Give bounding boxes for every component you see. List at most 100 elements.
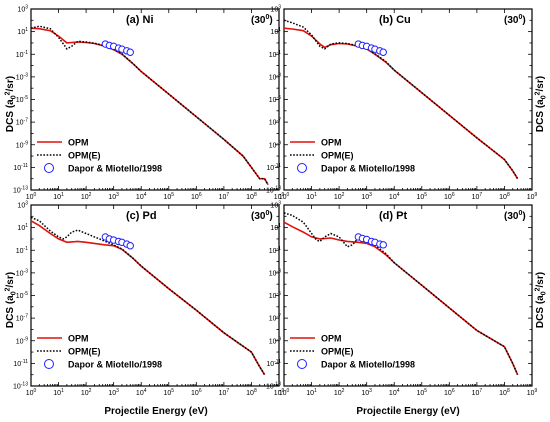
y-tick-label: 10-9 <box>269 336 281 345</box>
x-tick-label: 104 <box>389 192 400 201</box>
x-tick-label: 109 <box>274 192 285 201</box>
y-axis-label-right: DCS (a02/sr) <box>535 76 548 132</box>
ylabel-sub: 0 <box>541 95 548 99</box>
dapor-point <box>379 48 387 56</box>
svg-text:DCS (a02/sr): DCS (a02/sr) <box>535 76 548 132</box>
ylabel-end: /sr) <box>535 272 546 288</box>
x-axis-label-left: Projectile Energy (eV) <box>104 406 207 417</box>
x-tick-label: 101 <box>306 192 317 201</box>
y-tick-label: 10-11 <box>13 359 28 368</box>
ylabel-end: /sr) <box>5 272 16 288</box>
series-opm-line <box>283 221 519 376</box>
angle-label: (300) <box>251 14 273 26</box>
legend-label: OPM <box>68 138 89 148</box>
y-tick-label: 10-7 <box>16 314 28 323</box>
y-axis-label-right-lower: DCS (a02/sr) <box>535 272 548 328</box>
y-tick-label: 10-7 <box>269 314 281 323</box>
legend-swatch-dapor <box>44 163 54 173</box>
legend-label: OPM(E) <box>68 347 101 357</box>
chart-panel-3: 100 101 102 103 104 105 106 107 108 10910-1310-11… <box>13 201 285 398</box>
x-tick-label: 102 <box>81 192 92 201</box>
x-tick-label: 105 <box>416 192 427 201</box>
y-tick-label: 10-1 <box>16 246 28 255</box>
legend-label: OPM(E) <box>321 151 354 161</box>
angle-label: (300) <box>504 210 526 222</box>
y-tick-label: 10-7 <box>269 118 281 127</box>
panel-title: (d) Pt <box>379 210 407 222</box>
legend: OPM OPM(E) Dapor & Miotello/1998 <box>290 138 415 174</box>
x-tick-label: 105 <box>416 388 427 397</box>
y-tick-label: 10-9 <box>16 140 28 149</box>
y-tick-label: 10-1 <box>16 50 28 59</box>
legend-label: OPM <box>68 334 89 344</box>
x-tick-label: 106 <box>191 192 202 201</box>
ylabel-main: DCS (a <box>5 295 16 328</box>
y-tick-label: 10-5 <box>269 291 281 300</box>
ylabel-sub: 0 <box>11 95 18 99</box>
y-tick-label: 103 <box>270 201 281 210</box>
y-tick-label: 10-11 <box>266 359 281 368</box>
y-tick-label: 10-3 <box>269 268 281 277</box>
ylabel-sup: 2 <box>535 91 542 95</box>
angle-label: (300) <box>504 14 526 26</box>
legend: OPM OPM(E) Dapor & Miotello/1998 <box>37 138 162 174</box>
legend-label: OPM(E) <box>321 347 354 357</box>
legend-swatch-dapor <box>297 163 307 173</box>
legend-swatch-dapor <box>44 359 54 369</box>
x-tick-label: 106 <box>444 388 455 397</box>
legend-label: OPM(E) <box>68 151 101 161</box>
series-opm-line <box>283 27 519 180</box>
series-opme-line <box>30 25 269 185</box>
angle-label: (300) <box>251 210 273 222</box>
x-tick-label: 100 <box>26 192 37 201</box>
dapor-point <box>126 48 134 56</box>
series-opm-line <box>30 27 269 185</box>
series-opme-line <box>283 212 519 375</box>
panel-title: (c) Pd <box>126 210 157 222</box>
x-tick-label: 104 <box>136 388 147 397</box>
y-tick-label: 10-13 <box>13 186 28 195</box>
x-tick-label: 105 <box>163 388 174 397</box>
x-tick-label: 105 <box>163 192 174 201</box>
x-tick-label: 100 <box>26 388 37 397</box>
x-tick-label: 107 <box>219 192 230 201</box>
y-tick-label: 10-3 <box>16 72 28 81</box>
chart-panel-1: 100 101 102 103 104 105 106 107 108 10910-1310-11… <box>13 5 285 202</box>
y-tick-label: 10-9 <box>16 336 28 345</box>
x-tick-label: 104 <box>136 192 147 201</box>
svg-text:DCS (a02/sr): DCS (a02/sr) <box>5 76 18 132</box>
legend-label: Dapor & Miotello/1998 <box>68 360 162 370</box>
x-tick-label: 108 <box>246 388 257 397</box>
y-tick-label: 10-1 <box>269 246 281 255</box>
x-tick-label: 100 <box>279 192 290 201</box>
y-tick-label: 101 <box>17 27 28 36</box>
x-tick-label: 109 <box>527 192 538 201</box>
x-tick-label: 102 <box>334 192 345 201</box>
x-tick-label: 101 <box>306 388 317 397</box>
y-tick-label: 10-3 <box>16 268 28 277</box>
x-tick-label: 103 <box>108 192 119 201</box>
x-tick-label: 101 <box>53 388 64 397</box>
y-tick-label: 10-1 <box>269 50 281 59</box>
x-tick-label: 103 <box>361 388 372 397</box>
svg-text:DCS (a02/sr): DCS (a02/sr) <box>5 272 18 328</box>
x-tick-label: 107 <box>219 388 230 397</box>
y-tick-label: 103 <box>17 201 28 210</box>
x-tick-label: 100 <box>279 388 290 397</box>
y-axis-label-left: DCS (a02/sr) <box>5 76 18 132</box>
y-tick-label: 103 <box>270 5 281 14</box>
x-tick-label: 107 <box>472 388 483 397</box>
x-tick-label: 108 <box>499 388 510 397</box>
y-tick-label: 10-13 <box>266 382 281 391</box>
x-tick-label: 104 <box>389 388 400 397</box>
ylabel-sup: 2 <box>5 91 12 95</box>
dapor-point <box>126 242 134 250</box>
x-tick-label: 108 <box>499 192 510 201</box>
legend-label: Dapor & Miotello/1998 <box>321 360 415 370</box>
legend-label: OPM <box>321 334 342 344</box>
dapor-point <box>379 241 387 249</box>
legend: OPM OPM(E) Dapor & Miotello/1998 <box>37 334 162 370</box>
y-tick-label: 10-5 <box>269 95 281 104</box>
y-tick-label: 10-5 <box>16 95 28 104</box>
y-tick-label: 10-11 <box>266 163 281 172</box>
